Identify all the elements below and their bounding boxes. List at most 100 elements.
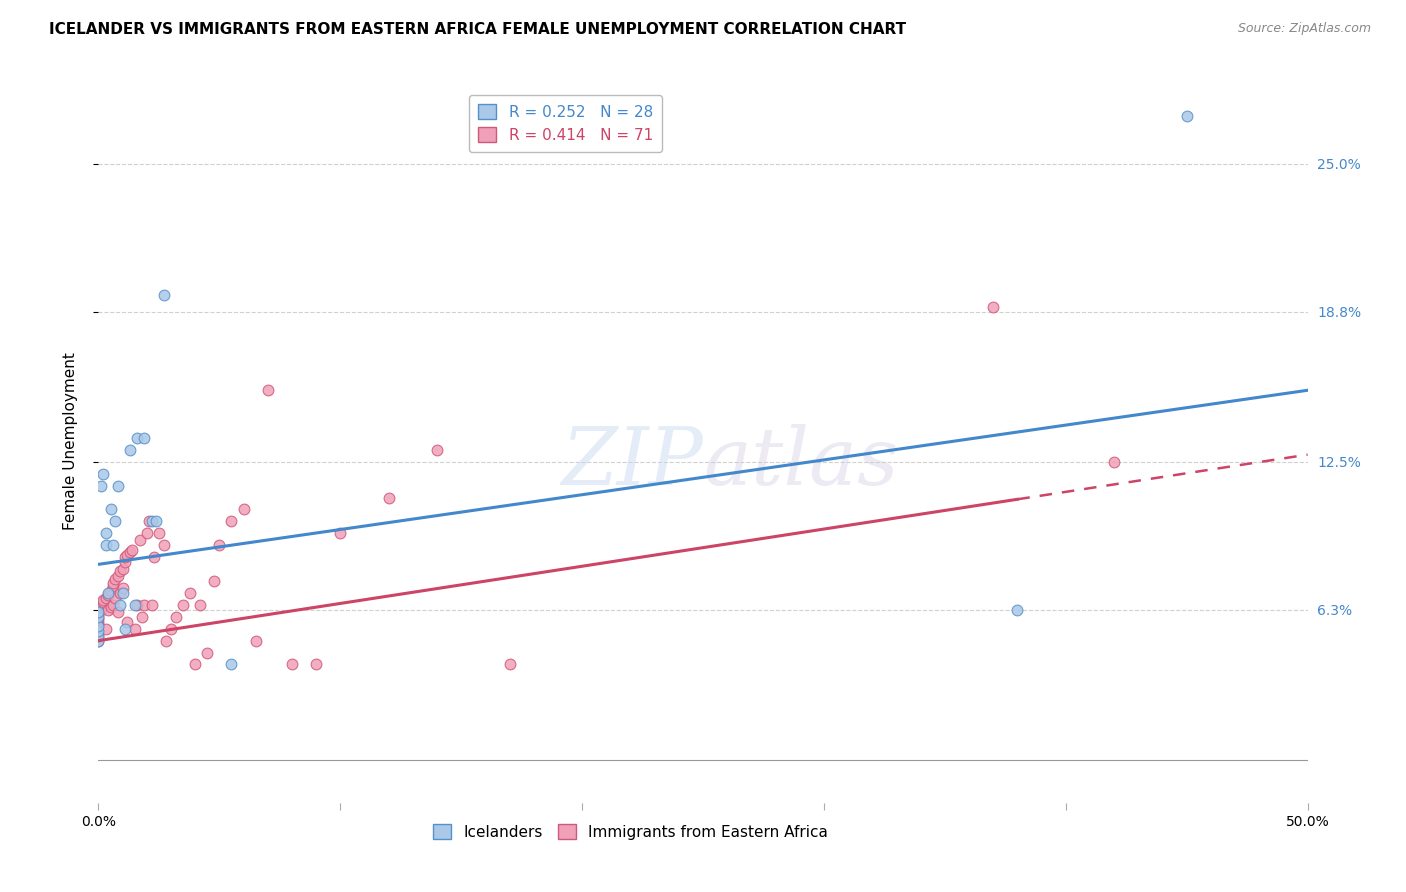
Point (91, 595, 114, 609)
Point (87, 619, 110, 633)
Point (114, 550, 136, 565)
Point (160, 622, 183, 636)
Point (111, 586, 134, 600)
Point (188, 598, 211, 612)
Point (100, 600, 122, 615)
Point (127, 598, 149, 612)
Point (152, 538, 174, 552)
Point (1007, 602, 1029, 616)
Point (117, 615, 139, 629)
Point (87, 602, 110, 616)
Point (232, 502, 254, 516)
Point (87, 609, 110, 624)
Point (179, 586, 201, 600)
Point (124, 622, 146, 636)
Point (87, 633, 110, 648)
Point (87, 629, 110, 643)
Point (143, 550, 166, 565)
Point (108, 565, 131, 579)
Point (94, 622, 117, 636)
Point (172, 598, 194, 612)
Point (114, 622, 136, 636)
Point (117, 548, 139, 562)
Point (329, 526, 352, 541)
Point (426, 442, 449, 457)
Point (101, 579, 124, 593)
Point (104, 572, 127, 586)
Point (305, 657, 328, 672)
Point (97, 588, 120, 602)
Point (87, 619, 110, 633)
Point (245, 633, 267, 648)
Point (118, 545, 141, 559)
Point (135, 526, 157, 541)
Point (981, 300, 1004, 314)
Point (90, 478, 112, 492)
Point (107, 605, 129, 619)
Point (131, 609, 153, 624)
Point (87, 629, 110, 643)
Point (195, 646, 218, 660)
Point (87, 633, 110, 648)
Point (256, 384, 278, 398)
Point (155, 633, 177, 648)
Point (221, 657, 243, 672)
Point (281, 657, 304, 672)
Point (107, 478, 129, 492)
Point (114, 555, 136, 569)
Point (87, 609, 110, 624)
Point (101, 598, 124, 612)
Point (165, 609, 187, 624)
Point (94, 538, 117, 552)
Point (128, 533, 150, 548)
Point (138, 515, 160, 529)
Point (90, 598, 112, 612)
Point (101, 538, 124, 552)
Point (87, 624, 110, 639)
Point (87, 615, 110, 629)
Point (90, 600, 112, 615)
Point (100, 502, 122, 516)
Point (91, 593, 114, 607)
Point (134, 431, 156, 445)
Text: ZIP: ZIP (561, 425, 703, 502)
Point (111, 562, 134, 576)
Point (87, 612, 110, 626)
Point (152, 288, 174, 302)
Point (118, 442, 141, 457)
Point (97, 602, 120, 616)
Point (141, 515, 163, 529)
Point (184, 657, 207, 672)
Point (94, 591, 117, 605)
Point (87, 617, 110, 632)
Point (87, 624, 110, 639)
Point (91, 467, 114, 481)
Point (100, 583, 122, 598)
Y-axis label: Female Unemployment: Female Unemployment (63, 352, 77, 531)
Point (141, 598, 163, 612)
Point (107, 569, 129, 583)
Point (97, 586, 120, 600)
Point (108, 586, 131, 600)
Text: ICELANDER VS IMMIGRANTS FROM EASTERN AFRICA FEMALE UNEMPLOYMENT CORRELATION CHAR: ICELANDER VS IMMIGRANTS FROM EASTERN AFR… (49, 22, 907, 37)
Point (148, 526, 170, 541)
Point (145, 515, 167, 529)
Point (101, 576, 124, 591)
Point (121, 543, 143, 558)
Point (221, 515, 243, 529)
Point (204, 574, 226, 588)
Point (104, 591, 127, 605)
Point (108, 598, 131, 612)
Point (377, 491, 399, 505)
Text: Source: ZipAtlas.com: Source: ZipAtlas.com (1237, 22, 1371, 36)
Point (134, 598, 156, 612)
Point (208, 538, 231, 552)
Point (1102, 455, 1125, 469)
Point (1175, 109, 1198, 123)
Point (111, 581, 134, 595)
Point (104, 515, 127, 529)
Point (90, 602, 112, 616)
Point (498, 657, 520, 672)
Point (87, 605, 110, 619)
Point (87, 605, 110, 619)
